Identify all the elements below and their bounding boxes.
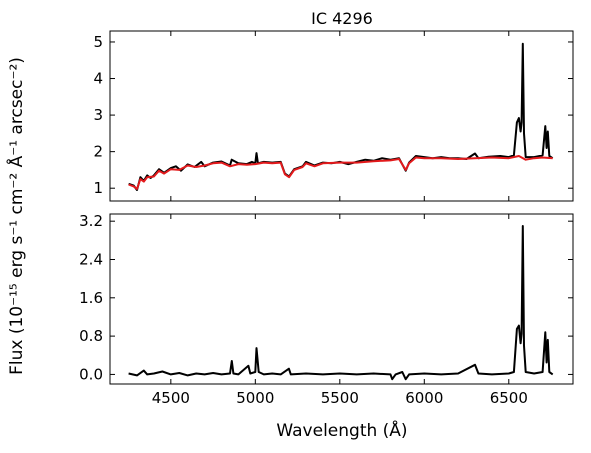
top-panel: 1 2 3 4 5 (93, 30, 574, 202)
bottom-x-tick-label: 6500 (490, 389, 528, 407)
bottom-series-0 (128, 225, 554, 381)
top-y-tick-label: 3 (93, 106, 103, 124)
top-panel-series (128, 42, 554, 191)
y-axis-label: Flux (10⁻¹⁵ erg s⁻¹ cm⁻² Å⁻¹ arcsec⁻²) (5, 57, 27, 375)
top-y-tick-label: 4 (93, 70, 103, 88)
bottom-y-tick-label: 3.2 (79, 212, 103, 230)
bottom-y-tick-label: 0.0 (79, 365, 103, 383)
bottom-panel-series (128, 225, 554, 381)
bottom-x-tick-label: 5000 (236, 389, 274, 407)
bottom-x-tick-label: 4500 (152, 389, 190, 407)
top-series-0 (128, 42, 554, 191)
bottom-y-tick-label: 0.8 (79, 327, 103, 345)
top-panel-frame (109, 30, 574, 202)
bottom-panel-frame (109, 213, 574, 385)
x-axis-label: Wavelength (Å) (276, 419, 407, 441)
top-y-tick-label: 2 (93, 143, 103, 161)
bottom-y-tick-label: 1.6 (79, 289, 103, 307)
bottom-y-tick-label: 2.4 (79, 250, 103, 268)
bottom-x-tick-label: 5500 (321, 389, 359, 407)
top-series-1 (128, 155, 553, 190)
top-y-tick-label: 5 (93, 33, 103, 51)
top-y-tick-label: 1 (93, 179, 103, 197)
bottom-x-tick-label: 6000 (405, 389, 443, 407)
chart-title: IC 4296 (311, 9, 373, 28)
top-panel-ticks: 1 2 3 4 5 (93, 31, 573, 201)
bottom-panel-ticks: 4500 5000 5500 6000 6500 0.0 0.8 1.6 2.4 3.2 (79, 212, 573, 407)
bottom-panel: 4500 5000 5500 6000 6500 0.0 0.8 1.6 2.4 3.2 (79, 212, 574, 407)
